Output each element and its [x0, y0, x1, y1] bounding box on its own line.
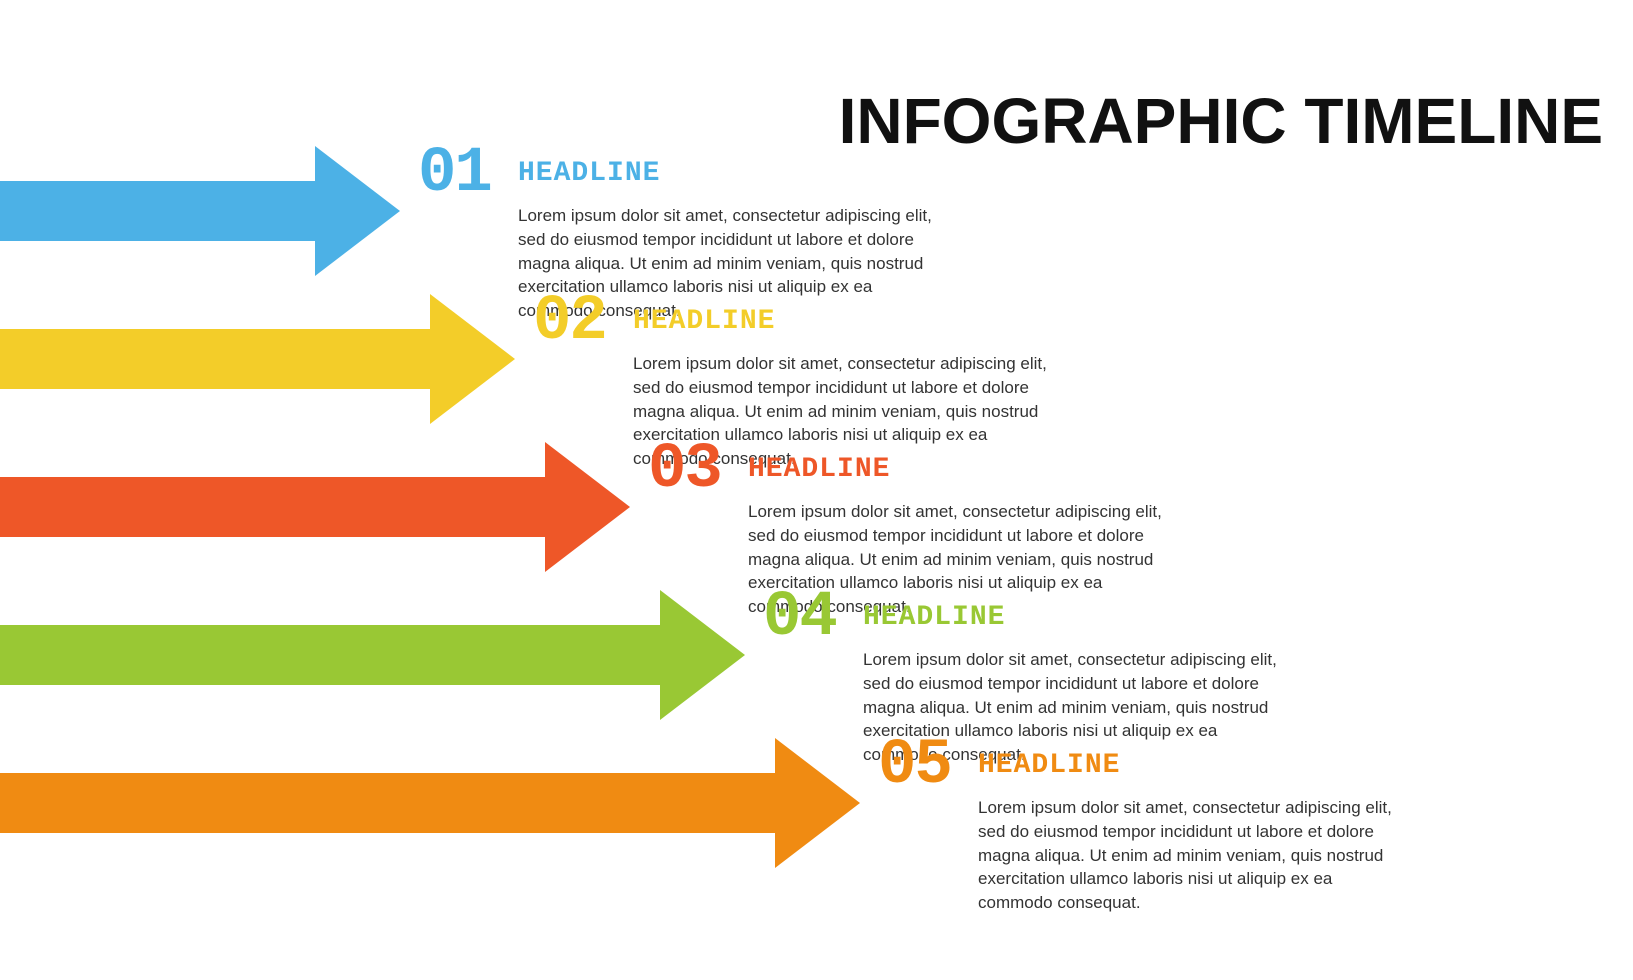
step-number: 05	[878, 730, 951, 802]
timeline-row: 05HEADLINELorem ipsum dolor sit amet, co…	[0, 738, 1633, 868]
arrow-shaft	[0, 329, 430, 389]
timeline-row: 01HEADLINELorem ipsum dolor sit amet, co…	[0, 146, 1633, 276]
step-number: 02	[533, 286, 606, 358]
timeline-row: 04HEADLINELorem ipsum dolor sit amet, co…	[0, 590, 1633, 720]
arrow-head-icon	[315, 146, 400, 276]
step-number: 03	[648, 434, 721, 506]
step-headline: HEADLINE	[518, 158, 660, 189]
infographic-frame: INFOGRAPHIC TIMELINE 01HEADLINELorem ips…	[0, 72, 1633, 908]
step-headline: HEADLINE	[748, 454, 890, 485]
arrow-shaft	[0, 773, 775, 833]
arrow-head-icon	[775, 738, 860, 868]
arrow-head-icon	[545, 442, 630, 572]
timeline-row: 02HEADLINELorem ipsum dolor sit amet, co…	[0, 294, 1633, 424]
step-headline: HEADLINE	[633, 306, 775, 337]
timeline-row: 03HEADLINELorem ipsum dolor sit amet, co…	[0, 442, 1633, 572]
step-body: Lorem ipsum dolor sit amet, consectetur …	[978, 796, 1398, 915]
step-headline: HEADLINE	[978, 750, 1120, 781]
step-number: 04	[763, 582, 836, 654]
arrow-shaft	[0, 477, 545, 537]
arrow-shaft	[0, 181, 315, 241]
arrow-head-icon	[430, 294, 515, 424]
step-number: 01	[418, 138, 491, 210]
arrow-head-icon	[660, 590, 745, 720]
arrow-shaft	[0, 625, 660, 685]
step-headline: HEADLINE	[863, 602, 1005, 633]
